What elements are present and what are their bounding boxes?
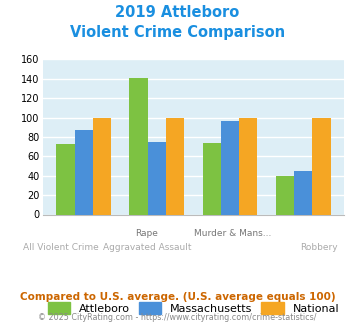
- Bar: [239, 117, 257, 214]
- Bar: [294, 171, 312, 214]
- Text: Violent Crime Comparison: Violent Crime Comparison: [70, 25, 285, 40]
- Text: Robbery: Robbery: [301, 243, 338, 251]
- Bar: [93, 117, 111, 214]
- Text: Murder & Mans...: Murder & Mans...: [195, 229, 272, 238]
- Text: Rape: Rape: [136, 229, 158, 238]
- Bar: [221, 121, 239, 214]
- Bar: [56, 144, 75, 214]
- Bar: [203, 143, 221, 214]
- Bar: [75, 130, 93, 214]
- Bar: [148, 142, 166, 214]
- Bar: [166, 117, 184, 214]
- Text: 2019 Attleboro: 2019 Attleboro: [115, 5, 240, 20]
- Legend: Attleboro, Massachusetts, National: Attleboro, Massachusetts, National: [48, 302, 339, 314]
- Bar: [312, 117, 331, 214]
- Bar: [276, 176, 294, 214]
- Text: © 2025 CityRating.com - https://www.cityrating.com/crime-statistics/: © 2025 CityRating.com - https://www.city…: [38, 313, 317, 322]
- Text: Aggravated Assault: Aggravated Assault: [103, 243, 191, 251]
- Bar: [130, 78, 148, 214]
- Text: Compared to U.S. average. (U.S. average equals 100): Compared to U.S. average. (U.S. average …: [20, 292, 335, 302]
- Text: All Violent Crime: All Violent Crime: [23, 243, 99, 251]
